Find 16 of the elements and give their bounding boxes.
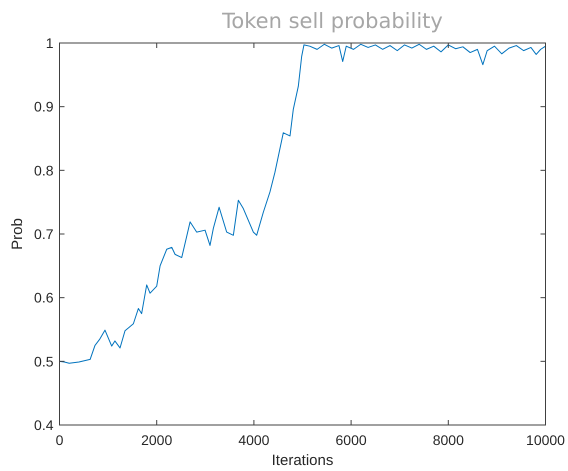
- y-tick-label: 1: [46, 35, 54, 51]
- x-tick-label: 6000: [336, 432, 367, 448]
- y-tick-label: 0.5: [34, 353, 54, 370]
- chart-title: Token sell probability: [221, 9, 443, 33]
- y-axis-title: Prob: [9, 218, 26, 250]
- y-tick-label: 0.8: [34, 162, 54, 178]
- y-tick-label: 0.6: [34, 290, 54, 306]
- y-tick-label: 0.9: [34, 98, 54, 115]
- y-tick-label: 0.4: [34, 417, 54, 433]
- x-tick-label: 0: [56, 432, 64, 448]
- x-tick-label: 2000: [141, 432, 172, 448]
- x-tick-label: 10000: [526, 432, 566, 448]
- x-tick-label: 8000: [432, 432, 464, 448]
- x-tick-label: 4000: [238, 432, 270, 448]
- y-tick-label: 0.7: [34, 226, 54, 242]
- x-axis-title: Iterations: [272, 452, 334, 469]
